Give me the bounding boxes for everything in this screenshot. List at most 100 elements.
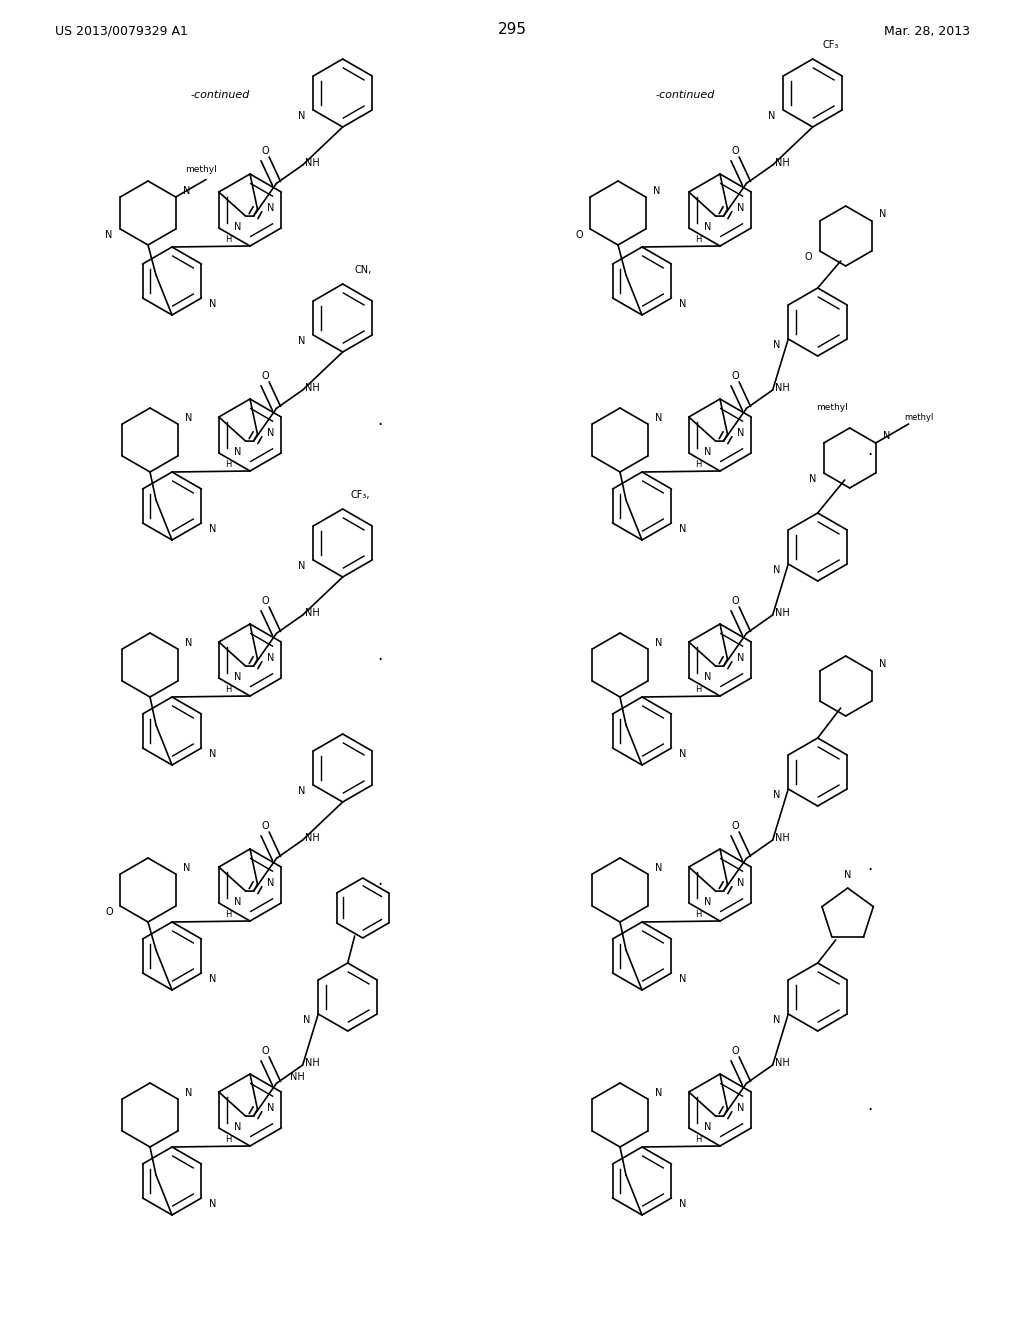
Text: N: N <box>209 300 216 309</box>
Text: H: H <box>225 461 231 469</box>
Text: .: . <box>867 855 872 874</box>
Text: NH: NH <box>305 158 321 168</box>
Text: N: N <box>679 974 686 985</box>
Text: Mar. 28, 2013: Mar. 28, 2013 <box>884 25 970 38</box>
Text: NH: NH <box>775 158 791 168</box>
Text: NH: NH <box>305 383 321 393</box>
Text: N: N <box>773 565 780 576</box>
Text: N: N <box>185 638 193 648</box>
Text: O: O <box>261 1045 269 1056</box>
Text: O: O <box>731 371 739 381</box>
Text: NH: NH <box>775 1059 791 1068</box>
Text: H: H <box>695 909 701 919</box>
Text: CF₃: CF₃ <box>822 40 839 50</box>
Text: US 2013/0079329 A1: US 2013/0079329 A1 <box>55 25 187 38</box>
Text: H: H <box>695 685 701 694</box>
Text: N: N <box>266 1102 274 1113</box>
Text: N: N <box>185 1088 193 1097</box>
Text: N: N <box>183 186 190 195</box>
Text: NH: NH <box>775 383 791 393</box>
Text: O: O <box>731 595 739 606</box>
Text: N: N <box>266 203 274 213</box>
Text: N: N <box>844 870 851 880</box>
Text: N: N <box>298 337 306 346</box>
Text: N: N <box>233 1122 241 1133</box>
Text: .: . <box>867 1096 872 1114</box>
Text: N: N <box>655 638 663 648</box>
Text: NH: NH <box>305 833 321 843</box>
Text: O: O <box>261 595 269 606</box>
Text: O: O <box>731 821 739 830</box>
Text: .: . <box>378 411 383 429</box>
Text: N: N <box>266 878 274 888</box>
Text: N: N <box>703 447 711 458</box>
Text: H: H <box>695 461 701 469</box>
Text: methyl: methyl <box>904 413 934 422</box>
Text: N: N <box>209 524 216 535</box>
Text: N: N <box>655 1088 663 1097</box>
Text: N: N <box>768 111 775 121</box>
Text: N: N <box>703 898 711 907</box>
Text: N: N <box>736 203 744 213</box>
Text: CF₃,: CF₃, <box>351 490 371 500</box>
Text: NH: NH <box>305 1059 321 1068</box>
Text: N: N <box>655 413 663 422</box>
Text: N: N <box>773 791 780 800</box>
Text: N: N <box>266 653 274 663</box>
Text: N: N <box>679 524 686 535</box>
Text: N: N <box>185 413 193 422</box>
Text: N: N <box>209 1200 216 1209</box>
Text: N: N <box>773 341 780 351</box>
Text: N: N <box>736 1102 744 1113</box>
Text: 295: 295 <box>498 22 526 37</box>
Text: O: O <box>261 147 269 156</box>
Text: O: O <box>575 231 583 240</box>
Text: N: N <box>655 862 663 873</box>
Text: N: N <box>233 222 241 232</box>
Text: N: N <box>773 1015 780 1026</box>
Text: NH: NH <box>775 609 791 618</box>
Text: N: N <box>303 1015 310 1026</box>
Text: N: N <box>209 750 216 759</box>
Text: NH: NH <box>775 833 791 843</box>
Text: N: N <box>809 474 816 484</box>
Text: N: N <box>679 750 686 759</box>
Text: N: N <box>233 672 241 682</box>
Text: N: N <box>298 787 306 796</box>
Text: -continued: -continued <box>655 90 715 100</box>
Text: N: N <box>233 898 241 907</box>
Text: N: N <box>105 231 113 240</box>
Text: N: N <box>266 428 274 438</box>
Text: N: N <box>736 428 744 438</box>
Text: N: N <box>703 1122 711 1133</box>
Text: CN,: CN, <box>354 265 372 275</box>
Text: O: O <box>261 821 269 830</box>
Text: N: N <box>183 862 190 873</box>
Text: H: H <box>225 909 231 919</box>
Text: H: H <box>225 235 231 244</box>
Text: N: N <box>653 186 660 195</box>
Text: O: O <box>731 147 739 156</box>
Text: N: N <box>703 672 711 682</box>
Text: N: N <box>679 300 686 309</box>
Text: N: N <box>880 210 887 219</box>
Text: N: N <box>233 447 241 458</box>
Text: O: O <box>805 252 812 263</box>
Text: NH: NH <box>291 1072 305 1082</box>
Text: N: N <box>298 561 306 572</box>
Text: N: N <box>880 660 887 669</box>
Text: H: H <box>225 1135 231 1144</box>
Text: .: . <box>867 441 872 459</box>
Text: O: O <box>731 1045 739 1056</box>
Text: N: N <box>736 653 744 663</box>
Text: O: O <box>261 371 269 381</box>
Text: .: . <box>378 645 383 664</box>
Text: NH: NH <box>305 609 321 618</box>
Text: H: H <box>695 235 701 244</box>
Text: H: H <box>225 685 231 694</box>
Text: methyl: methyl <box>185 165 217 174</box>
Text: N: N <box>679 1200 686 1209</box>
Text: .: . <box>378 871 383 888</box>
Text: H: H <box>695 1135 701 1144</box>
Text: N: N <box>736 878 744 888</box>
